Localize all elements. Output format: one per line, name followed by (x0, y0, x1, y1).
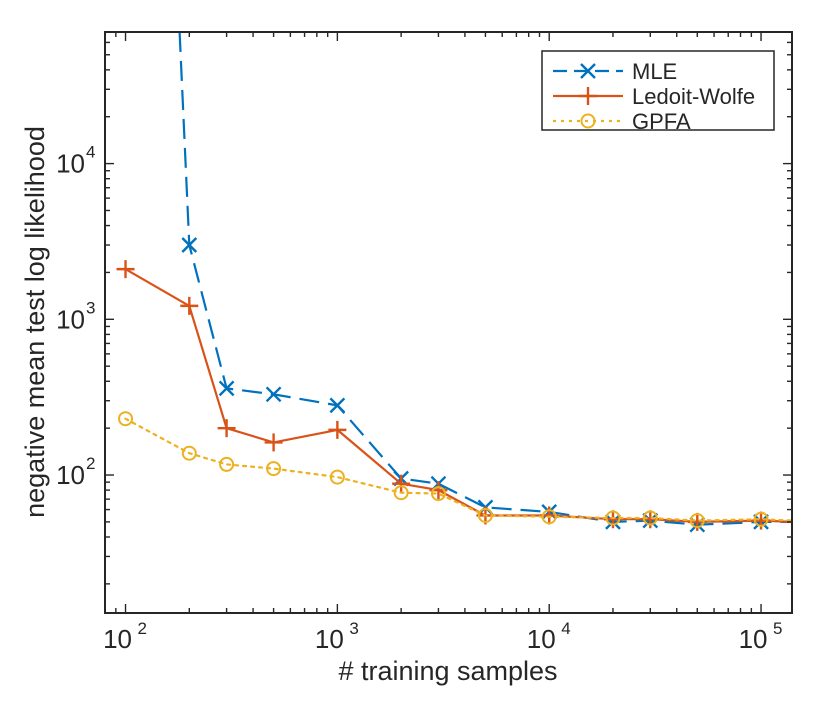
series-layer (116, 32, 792, 533)
x-tick-label: 10 (527, 624, 556, 654)
x-tick-label-exponent: 3 (349, 619, 358, 638)
data-point-stroke-b (181, 237, 198, 253)
data-point (266, 461, 282, 477)
legend-item: Ledoit-Wolfe (553, 84, 755, 109)
data-point (181, 445, 197, 461)
legend-marker (580, 113, 596, 129)
data-point (264, 433, 283, 452)
data-point (393, 485, 409, 501)
x-tick-label-exponent: 5 (773, 619, 782, 638)
legend-marker (579, 87, 597, 105)
data-point (642, 510, 658, 526)
data-point (329, 469, 345, 485)
x-tick-label: 10 (739, 624, 768, 654)
series-gpfa (118, 411, 792, 529)
y-tick-label: 10 (56, 149, 85, 179)
x-tick-label-exponent: 4 (561, 619, 570, 638)
data-point (180, 296, 199, 315)
data-point (541, 509, 557, 525)
legend-label: Ledoit-Wolfe (632, 84, 755, 109)
plot-frame (104, 31, 793, 614)
data-point (181, 237, 198, 253)
x-tick-label: 10 (103, 624, 132, 654)
series-line (124, 417, 792, 522)
data-point (392, 474, 411, 493)
y-tick-label: 10 (56, 304, 85, 334)
data-point (430, 486, 446, 502)
data-point-stroke-b (329, 397, 346, 414)
legend-box (541, 50, 775, 131)
data-point (218, 380, 235, 397)
legend-label: MLE (632, 59, 677, 84)
x-axis-label: # training samples (338, 656, 557, 686)
data-point-stroke-b (265, 386, 282, 403)
data-point (477, 507, 493, 523)
legend-item: GPFA (553, 109, 691, 134)
x-tick-label-exponent: 2 (138, 619, 147, 638)
data-point-stroke-b (218, 380, 235, 397)
y-tick-label-exponent: 4 (86, 143, 95, 162)
legend-label: GPFA (632, 109, 691, 134)
y-tick-label-exponent: 2 (86, 454, 95, 473)
legend-marker-stroke-b (580, 63, 596, 79)
data-point (265, 386, 282, 403)
data-point (118, 411, 134, 427)
data-point (605, 510, 621, 526)
data-point (329, 397, 346, 414)
data-point (219, 456, 235, 472)
data-point (116, 260, 135, 279)
x-tick-label: 10 (315, 624, 344, 654)
data-point (753, 511, 769, 527)
legend-item: MLE (553, 59, 677, 84)
y-tick-label: 10 (56, 460, 85, 490)
legend-marker (580, 63, 596, 79)
data-point (217, 419, 236, 438)
data-point (689, 513, 705, 529)
y-tick-label-exponent: 3 (86, 298, 95, 317)
y-axis-label: negative mean test log likelihood (20, 126, 50, 518)
data-point (328, 420, 347, 439)
